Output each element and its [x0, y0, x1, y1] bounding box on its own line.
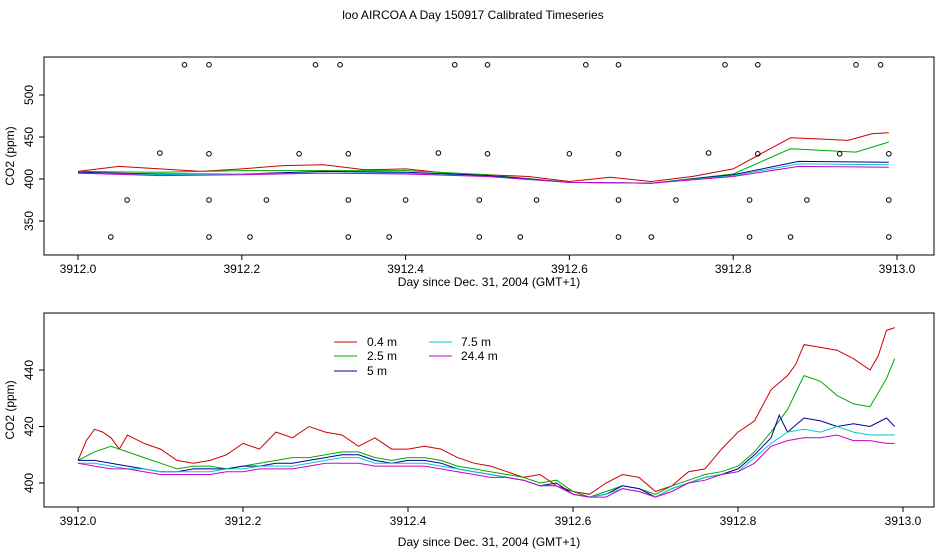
top-scatter-point [181, 62, 188, 68]
top-scatter-point [296, 151, 302, 157]
bottom-x-tick-label: 3912.0 [60, 514, 97, 528]
top-scatter-point [804, 197, 810, 203]
top-scatter-point [755, 151, 761, 157]
top-series-line-2 [77, 160, 889, 184]
top-scatter-point [583, 62, 589, 68]
top-scatter-point [566, 151, 573, 157]
bottom-x-axis: 3912.0 3912.2 3912.4 3912.6 3912.8 3913.0 [60, 507, 922, 528]
top-scatter-point [877, 62, 884, 68]
bottom-series-line-3 [78, 425, 895, 498]
top-scatter-point [451, 62, 458, 68]
top-x-tick-label: 3913.0 [879, 262, 916, 276]
bottom-y-axis-label: CO2 (ppm) [3, 380, 17, 439]
bottom-plot-frame [43, 312, 935, 508]
top-scatter-point [108, 234, 114, 240]
top-series-layer [77, 132, 889, 184]
top-x-tick-label: 3912.4 [387, 262, 424, 276]
top-y-tick-label: 350 [22, 211, 36, 231]
top-scatter-point [615, 151, 622, 157]
bottom-series-layer [77, 327, 896, 498]
top-scatter-point [705, 150, 712, 156]
top-scatter-point [345, 197, 352, 203]
top-y-tick-label: 500 [22, 85, 36, 105]
top-plot-frame [43, 56, 935, 256]
legend-label-4: 24.4 m [461, 349, 498, 363]
top-scatter-point [124, 197, 130, 203]
top-scatter-point [787, 234, 794, 240]
top-scatter-point [648, 234, 655, 240]
top-scatter-point [206, 234, 212, 240]
chart-title: loo AIRCOA A Day 150917 Calibrated Times… [342, 8, 603, 22]
top-x-axis-label: Day since Dec. 31, 2004 (GMT+1) [398, 275, 580, 289]
top-scatter-point [386, 234, 393, 240]
bottom-series-line-4 [77, 434, 895, 498]
bottom-x-tick-label: 3912.4 [390, 514, 427, 528]
top-scatter-point [312, 62, 319, 68]
top-scatter-point [337, 62, 343, 68]
top-panel: 3912.0 3912.2 3912.4 3912.6 3912.8 3913.0 350… [3, 56, 935, 289]
bottom-y-tick-label: 440 [22, 360, 36, 380]
top-scatter-point [886, 197, 892, 203]
top-series-line-4 [77, 165, 889, 184]
legend: 0.4 m 2.5 m 5 m 7.5 m 24.4 m [334, 335, 498, 378]
bottom-x-axis-label: Day since Dec. 31, 2004 (GMT+1) [398, 535, 580, 549]
top-scatter-point [886, 151, 892, 157]
top-scatter-point [435, 150, 442, 156]
top-x-axis: 3912.0 3912.2 3912.4 3912.6 3912.8 3913.0 [60, 255, 916, 276]
legend-label-2: 5 m [367, 364, 387, 378]
top-scatter-point [673, 197, 679, 203]
top-y-tick-label: 400 [22, 169, 36, 189]
bottom-series-line-1 [77, 358, 896, 498]
top-x-tick-label: 3912.0 [60, 262, 97, 276]
top-scatter-point [476, 197, 483, 203]
bottom-y-tick-label: 420 [22, 416, 36, 436]
top-scatter-point [533, 197, 540, 203]
top-scatter-point [886, 234, 892, 240]
top-scatter-point [615, 62, 622, 68]
top-y-axis: 350 400 450 500 [22, 85, 44, 231]
bottom-series-line-2 [78, 413, 896, 498]
top-y-tick-label: 450 [22, 127, 36, 147]
top-series-line-1 [77, 141, 889, 184]
top-scatter-point [746, 234, 753, 240]
top-scatter-point [345, 151, 352, 157]
top-x-tick-label: 3912.6 [551, 262, 588, 276]
legend-label-0: 0.4 m [367, 335, 397, 349]
top-scatter-point [206, 62, 212, 68]
top-scatter-point [206, 197, 212, 203]
top-scatter-point [722, 62, 728, 68]
top-series-line-0 [77, 132, 889, 183]
top-scatter-point [157, 150, 163, 156]
top-scatter-point [755, 62, 761, 68]
top-scatter-point [206, 151, 212, 157]
bottom-x-tick-label: 3912.2 [225, 514, 262, 528]
top-scatter-point [263, 197, 270, 203]
legend-label-3: 7.5 m [461, 335, 491, 349]
top-points-layer [108, 62, 892, 240]
bottom-x-tick-label: 3912.6 [555, 514, 592, 528]
legend-label-1: 2.5 m [367, 349, 397, 363]
top-scatter-point [345, 234, 352, 240]
top-x-tick-label: 3912.8 [715, 262, 752, 276]
bottom-x-tick-label: 3913.0 [885, 514, 922, 528]
top-scatter-point [247, 234, 253, 240]
top-scatter-point [476, 234, 483, 240]
bottom-series-line-0 [77, 327, 895, 495]
bottom-x-tick-label: 3912.8 [720, 514, 757, 528]
top-scatter-point [746, 197, 753, 203]
bottom-y-tick-label: 400 [22, 473, 36, 493]
bottom-y-axis: 400 420 440 [22, 360, 44, 493]
top-scatter-point [836, 151, 843, 157]
top-scatter-point [615, 197, 622, 203]
bottom-panel: 3912.0 3912.2 3912.4 3912.6 3912.8 3913.0 400… [3, 312, 935, 549]
top-scatter-point [853, 62, 859, 68]
top-scatter-point [517, 234, 524, 240]
top-scatter-point [484, 62, 491, 68]
top-x-tick-label: 3912.2 [223, 262, 260, 276]
top-y-axis-label: CO2 (ppm) [3, 126, 17, 185]
top-scatter-point [402, 197, 409, 203]
top-scatter-point [484, 151, 491, 157]
top-scatter-point [615, 234, 622, 240]
